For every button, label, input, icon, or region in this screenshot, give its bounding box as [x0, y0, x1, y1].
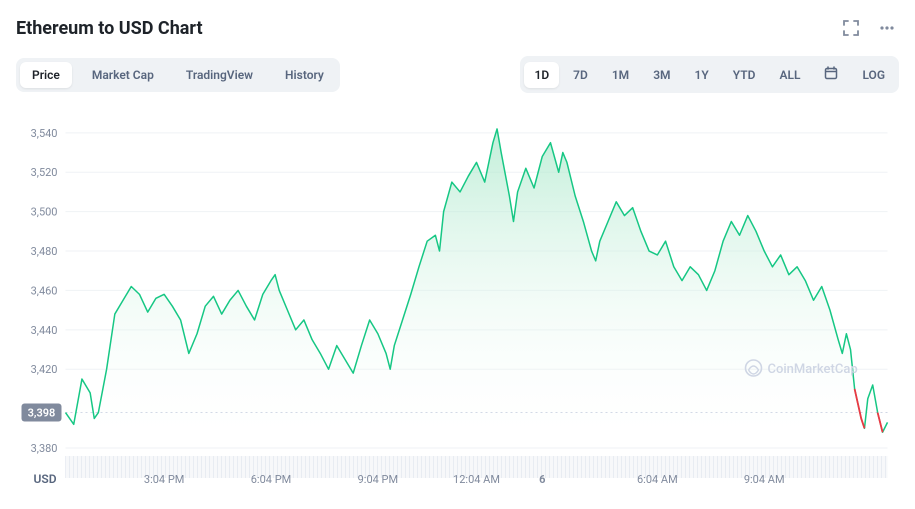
tab-history[interactable]: History [273, 62, 336, 88]
range-1y[interactable]: 1Y [685, 62, 719, 88]
price-chart[interactable]: 3,380 3,420 3,440 3,460 3,480 3,500 3,520 3,540… [16, 113, 899, 493]
more-icon[interactable] [875, 16, 899, 40]
log-toggle[interactable]: LOG [852, 62, 895, 88]
svg-text:3,540: 3,540 [31, 127, 58, 140]
tab-tradingview[interactable]: TradingView [174, 62, 265, 88]
page-title: Ethereum to USD Chart [16, 18, 203, 39]
range-3m[interactable]: 3M [643, 62, 680, 88]
svg-text:9:04 AM: 9:04 AM [744, 473, 785, 486]
svg-text:6: 6 [539, 473, 545, 486]
range-1d[interactable]: 1D [524, 62, 559, 88]
fullscreen-icon[interactable] [839, 16, 863, 40]
svg-text:3,420: 3,420 [31, 363, 58, 376]
svg-text:3,380: 3,380 [31, 442, 58, 455]
svg-text:3,480: 3,480 [31, 245, 58, 258]
svg-text:3,398: 3,398 [28, 407, 56, 420]
range-7d[interactable]: 7D [563, 62, 598, 88]
svg-text:USD: USD [34, 472, 57, 486]
svg-text:CoinMarketCap: CoinMarketCap [768, 362, 858, 377]
svg-text:9:04 PM: 9:04 PM [358, 473, 398, 486]
tab-market-cap[interactable]: Market Cap [80, 62, 166, 88]
range-selector: 1D7D1M3M1YYTDALL LOG [520, 56, 899, 93]
svg-text:3,520: 3,520 [31, 166, 58, 179]
chart-tabs: Price Market Cap TradingView History [16, 58, 340, 92]
tab-price[interactable]: Price [20, 62, 72, 88]
svg-text:12:04 AM: 12:04 AM [453, 473, 500, 486]
svg-text:3,440: 3,440 [31, 324, 58, 337]
svg-text:6:04 AM: 6:04 AM [637, 473, 678, 486]
range-ytd[interactable]: YTD [723, 62, 766, 88]
svg-text:3,500: 3,500 [31, 206, 58, 219]
svg-text:3:04 PM: 3:04 PM [144, 473, 184, 486]
svg-text:6:04 PM: 6:04 PM [251, 473, 291, 486]
svg-text:3,460: 3,460 [31, 284, 58, 297]
range-1m[interactable]: 1M [602, 62, 639, 88]
range-all[interactable]: ALL [769, 62, 810, 88]
calendar-icon[interactable] [814, 60, 848, 89]
